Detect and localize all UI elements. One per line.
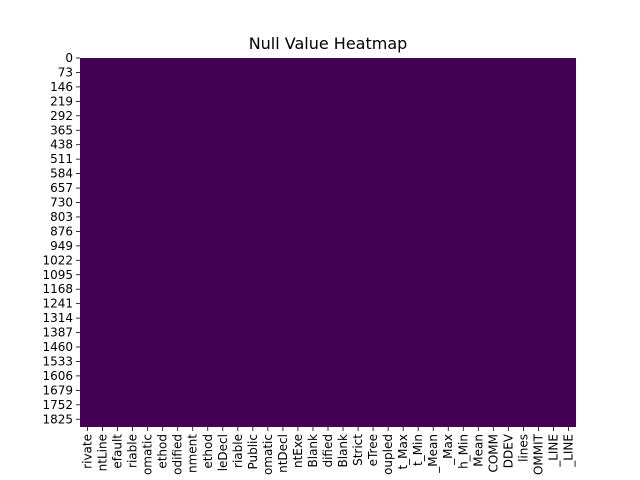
- x-axis-ticks: rivate ntLine efault riable omatic ethod odifi…: [81, 427, 575, 475]
- y-tick-label: 657: [50, 181, 73, 195]
- x-tick-label: ntDecl: [276, 434, 290, 473]
- x-tick-label: leDecl: [216, 434, 230, 471]
- x-tick-label: omatic: [141, 434, 155, 475]
- y-tick-label: 73: [58, 65, 73, 79]
- x-tick-label: ethod: [201, 434, 215, 469]
- x-tick-label: Blank: [306, 434, 320, 468]
- y-tick-label: 219: [50, 94, 73, 108]
- y-tick-label: 1825: [42, 412, 73, 426]
- x-tick-label: lines: [516, 434, 530, 462]
- y-tick-label: 365: [50, 123, 73, 137]
- x-tick-label: t_Min: [411, 434, 425, 466]
- x-tick-label: omatic: [261, 434, 275, 475]
- y-tick-label: 146: [50, 80, 73, 94]
- y-tick-label: 1679: [42, 383, 73, 397]
- x-tick-label: Strict: [351, 434, 365, 466]
- heatmap-area: [80, 58, 576, 427]
- x-tick-label: efault: [111, 434, 125, 469]
- x-tick-label: _Mean: [426, 434, 440, 474]
- chart-title: Null Value Heatmap: [249, 34, 408, 53]
- y-tick-label: 1241: [42, 297, 73, 311]
- y-tick-label: 1168: [42, 282, 73, 296]
- y-tick-label: 1095: [42, 268, 73, 282]
- x-tick-label: oupled: [381, 434, 395, 475]
- x-tick-label: nment: [186, 434, 200, 473]
- x-tick-label: rivate: [81, 434, 95, 469]
- y-tick-label: 1752: [42, 398, 73, 412]
- y-tick-label: 1533: [42, 354, 73, 368]
- y-tick-label: 1460: [42, 340, 73, 354]
- x-tick-label: _LINE: [546, 434, 560, 468]
- y-tick-label: 876: [50, 224, 73, 238]
- x-tick-label: odified: [171, 434, 185, 475]
- y-tick-label: 949: [50, 239, 73, 253]
- y-tick-label: 1314: [42, 311, 73, 325]
- x-tick-label: Blank: [336, 434, 350, 468]
- y-tick-label: 584: [50, 167, 73, 181]
- y-axis-ticks: 0731462192923654385115846577308038769491…: [42, 51, 80, 426]
- x-tick-label: _Max: [441, 434, 455, 466]
- x-tick-label: DDEV: [501, 433, 515, 468]
- x-tick-label: riable: [231, 434, 245, 468]
- y-tick-label: 1387: [42, 326, 73, 340]
- x-tick-label: dified: [321, 434, 335, 468]
- x-tick-label: eTree: [366, 434, 380, 466]
- x-tick-label: Mean: [471, 434, 485, 467]
- y-tick-label: 730: [50, 196, 73, 210]
- y-tick-label: 0: [65, 51, 73, 65]
- x-tick-label: h_Min: [456, 434, 470, 469]
- x-tick-label: ntLine: [96, 434, 110, 471]
- y-tick-label: 292: [50, 109, 73, 123]
- x-tick-label: ethod: [156, 434, 170, 469]
- x-tick-label: t_Max: [396, 434, 410, 470]
- x-tick-label: riable: [126, 434, 140, 468]
- x-tick-label: _LINE: [561, 434, 575, 468]
- y-tick-label: 438: [50, 138, 73, 152]
- y-tick-label: 511: [50, 152, 73, 166]
- y-tick-label: 1606: [42, 369, 73, 383]
- y-tick-label: 1022: [42, 253, 73, 267]
- x-tick-label: Public: [246, 434, 260, 470]
- y-tick-label: 803: [50, 210, 73, 224]
- x-tick-label: OMMIT: [531, 433, 545, 475]
- x-tick-label: ntExe: [291, 434, 305, 468]
- x-tick-label: COMM: [486, 434, 500, 473]
